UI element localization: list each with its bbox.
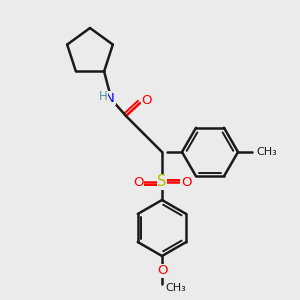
Text: N: N (105, 92, 115, 104)
Text: S: S (157, 175, 167, 190)
Text: O: O (181, 176, 191, 188)
Text: H: H (99, 91, 107, 103)
Text: O: O (157, 265, 167, 278)
Text: O: O (133, 176, 143, 188)
Text: O: O (142, 94, 152, 107)
Text: CH₃: CH₃ (165, 283, 186, 293)
Text: CH₃: CH₃ (256, 147, 277, 157)
